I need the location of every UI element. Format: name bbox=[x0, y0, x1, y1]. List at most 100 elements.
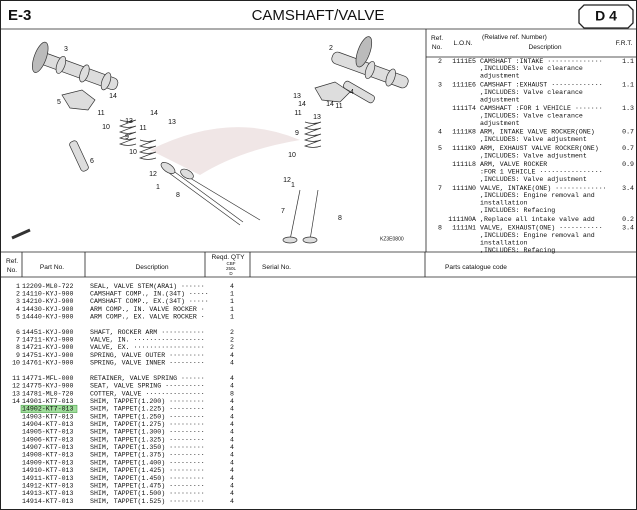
page-tab bbox=[578, 4, 634, 29]
frt: 0.7 bbox=[622, 145, 634, 152]
description: CAMSHAFT :INTAKE ·············· bbox=[480, 58, 603, 65]
callout: 14 bbox=[150, 110, 158, 117]
quantity: 4 bbox=[230, 482, 234, 489]
part-number: 14451-KYJ-900 bbox=[22, 329, 73, 336]
description: ARM, EXHAUST VALVE ROCKER(ONE) bbox=[480, 145, 599, 152]
ref-number: 8 bbox=[438, 225, 442, 232]
description: ARM COMP., IN. VALVE ROCKER · bbox=[90, 306, 205, 313]
callout: 13 bbox=[168, 119, 176, 126]
model-code: CBF bbox=[227, 261, 236, 266]
page-title: CAMSHAFT/VALVE bbox=[252, 7, 385, 24]
ref-number: 12 bbox=[12, 383, 20, 390]
description: SHIM, TAPPET(1.400) ········· bbox=[90, 459, 205, 466]
callout: 11 bbox=[139, 125, 146, 132]
part-number: 14907-KT7-013 bbox=[22, 444, 73, 451]
ref-number: 10 bbox=[12, 360, 20, 367]
description: VALVE, EXHAUST(ONE) ··········· bbox=[480, 225, 603, 232]
description: SHIM, TAPPET(1.325) ········· bbox=[90, 436, 205, 443]
callout: 4 bbox=[350, 89, 354, 96]
callout: 11 bbox=[294, 110, 301, 117]
callout: 2 bbox=[329, 45, 333, 52]
description: :FOR 1 VEHICLE ················ bbox=[480, 169, 603, 176]
description: CAMSHAFT COMP., IN.(34T) ····· bbox=[90, 290, 209, 297]
description: ,INCLUDES: Valve adjustment bbox=[480, 136, 587, 143]
frt: 1.3 bbox=[622, 105, 634, 112]
column-header: L.O.N. bbox=[453, 40, 472, 47]
column-header: F.R.T. bbox=[616, 40, 633, 47]
description: CAMSHAFT COMP., EX.(34T) ····· bbox=[90, 298, 209, 305]
highlight bbox=[20, 404, 78, 413]
quantity: 4 bbox=[230, 283, 234, 290]
part-number: 14110-KYJ-900 bbox=[22, 290, 73, 297]
column-header: Ref. bbox=[431, 35, 443, 42]
quantity: 4 bbox=[230, 452, 234, 459]
frt: 3.4 bbox=[622, 225, 634, 232]
quantity: 4 bbox=[230, 459, 234, 466]
quantity: 4 bbox=[230, 444, 234, 451]
ref-number: 13 bbox=[12, 390, 20, 397]
description: SHAFT, ROCKER ARM ··········· bbox=[90, 329, 205, 336]
description: RETAINER, VALVE SPRING ······ bbox=[90, 375, 205, 382]
description: ARM, VALVE ROCKER bbox=[480, 161, 547, 168]
quantity: 1 bbox=[230, 290, 234, 297]
quantity: 4 bbox=[230, 413, 234, 420]
quantity: 4 bbox=[230, 398, 234, 405]
model-code: 250L bbox=[226, 266, 237, 271]
callout: 14 bbox=[298, 101, 306, 108]
quantity: 1 bbox=[230, 306, 234, 313]
ref-number: 5 bbox=[438, 145, 442, 152]
callout: 8 bbox=[176, 192, 180, 199]
column-header: Ref. bbox=[6, 258, 18, 265]
callout: 8 bbox=[338, 215, 342, 222]
frt: 1.1 bbox=[622, 81, 634, 88]
column-header: Description bbox=[136, 264, 169, 271]
quantity: 1 bbox=[230, 313, 234, 320]
description: COTTER, VALVE ··············· bbox=[90, 390, 205, 397]
model-code: D bbox=[229, 271, 233, 276]
description: ,INCLUDES: Refacing bbox=[480, 207, 555, 214]
part-number: 14910-KT7-013 bbox=[22, 467, 73, 474]
frt: 0.9 bbox=[622, 161, 634, 168]
description: SHIM, TAPPET(1.450) ········· bbox=[90, 475, 205, 482]
ref-number: 5 bbox=[16, 313, 20, 320]
quantity: 4 bbox=[230, 383, 234, 390]
column-header: No. bbox=[7, 267, 17, 274]
quantity: 4 bbox=[230, 490, 234, 497]
part-number: 14905-KT7-013 bbox=[22, 429, 73, 436]
description: SHIM, TAPPET(1.250) ········· bbox=[90, 413, 205, 420]
quantity: 4 bbox=[230, 436, 234, 443]
lon: 1111N1 bbox=[452, 225, 476, 232]
description: VALVE, INTAKE(ONE) ············· bbox=[480, 185, 607, 192]
description: SHIM, TAPPET(1.275) ········· bbox=[90, 421, 205, 428]
lon: 1111E5 bbox=[452, 58, 476, 65]
lon: 1111K8 bbox=[452, 129, 476, 136]
part-number: 14903-KT7-013 bbox=[22, 413, 73, 420]
ref-number: 7 bbox=[438, 185, 442, 192]
description: ARM, INTAKE VALVE ROCKER(ONE) bbox=[480, 129, 595, 136]
quantity: 2 bbox=[230, 344, 234, 351]
description: installation bbox=[480, 200, 528, 207]
description: ARM COMP., EX. VALVE ROCKER · bbox=[90, 313, 205, 320]
description: SHIM, TAPPET(1.350) ········· bbox=[90, 444, 205, 451]
quantity: 4 bbox=[230, 498, 234, 505]
callout: 9 bbox=[125, 134, 129, 141]
part-number: 14906-KT7-013 bbox=[22, 436, 73, 443]
quantity: 8 bbox=[230, 390, 234, 397]
callout: 1 bbox=[291, 182, 295, 189]
callout: 10 bbox=[102, 124, 110, 131]
part-number: 14440-KYJ-900 bbox=[22, 313, 73, 320]
description: VALVE, EX. ·················· bbox=[90, 344, 205, 351]
column-header: (Relative ref. Number) bbox=[482, 34, 547, 41]
description: SHIM, TAPPET(1.525) ········· bbox=[90, 498, 205, 505]
quantity: 2 bbox=[230, 337, 234, 344]
column-header: Parts catalogue code bbox=[445, 264, 507, 271]
part-number: 14711-KYJ-900 bbox=[22, 337, 73, 344]
description: installation bbox=[480, 240, 528, 247]
callout: 13 bbox=[125, 118, 133, 125]
description: adjustment bbox=[480, 73, 520, 80]
quantity: 4 bbox=[230, 375, 234, 382]
callout: 12 bbox=[149, 171, 157, 178]
quantity: 4 bbox=[230, 406, 234, 413]
ref-number: 4 bbox=[16, 306, 20, 313]
ref-number: 1 bbox=[16, 283, 20, 290]
